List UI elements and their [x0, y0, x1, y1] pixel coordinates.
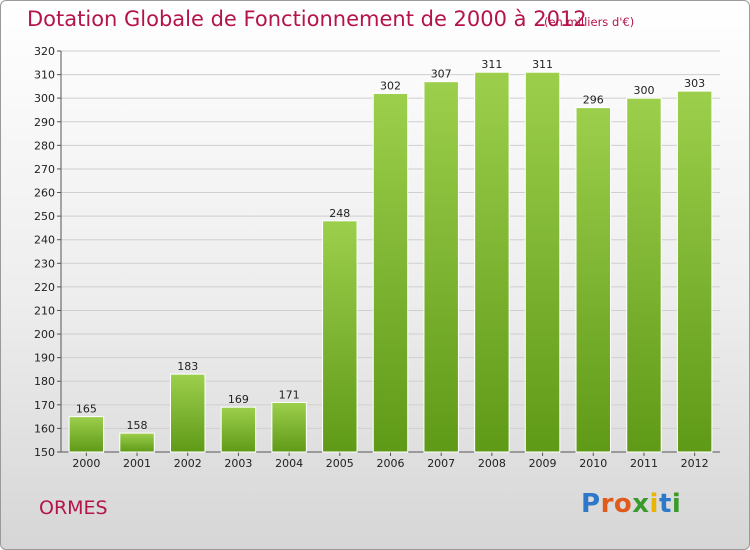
bar-2010[interactable]: [575, 107, 612, 453]
x-tick-label: 2002: [174, 457, 202, 470]
x-tick-label: 2005: [326, 457, 354, 470]
logo-letter: P: [581, 489, 601, 519]
bar-2005[interactable]: [322, 220, 358, 453]
x-tick-label: 2007: [427, 457, 455, 470]
bar-2006[interactable]: [372, 92, 409, 453]
logo-letter: t: [658, 489, 672, 519]
y-tick-label: 310: [34, 69, 55, 82]
x-tick-label: 2006: [377, 457, 405, 470]
proxiti-logo[interactable]: Proxiti: [581, 489, 681, 519]
bars: [68, 71, 713, 453]
data-label-2005: 248: [329, 207, 350, 220]
y-tick-label: 280: [34, 139, 55, 152]
logo-letter: o: [613, 489, 633, 519]
y-tick-label: 180: [34, 375, 55, 388]
chart-unit: (en milliers d'€): [544, 15, 635, 29]
data-labels: 165 158 183 169 171 248 302 307 311 311 296 300 303: [76, 58, 705, 432]
y-tick-label: 160: [34, 422, 55, 435]
y-tick-label: 250: [34, 210, 55, 223]
bar-2011[interactable]: [626, 97, 662, 453]
chart-title: Dotation Globale de Fonctionnement de 20…: [27, 7, 587, 31]
data-label-2002: 183: [177, 360, 198, 373]
data-label-2010: 296: [583, 94, 604, 107]
data-label-2007: 307: [431, 68, 452, 81]
y-tick-label: 170: [34, 399, 55, 412]
y-tick-label: 220: [34, 281, 55, 294]
data-label-2004: 171: [279, 388, 300, 401]
data-label-2006: 302: [380, 79, 401, 92]
y-tick-label: 200: [34, 328, 55, 341]
commune-name: ORMES: [39, 497, 108, 519]
x-tick-label: 2009: [529, 457, 557, 470]
bar-2001[interactable]: [119, 432, 155, 453]
y-tick-label: 190: [34, 352, 55, 365]
data-label-2009: 311: [532, 58, 553, 71]
bar-2004[interactable]: [271, 401, 307, 453]
x-tick-label: 2003: [224, 457, 252, 470]
y-tick-label: 270: [34, 163, 55, 176]
x-tick-label: 2000: [72, 457, 100, 470]
x-tick-label: 2010: [579, 457, 607, 470]
x-tick-label: 2001: [123, 457, 151, 470]
bar-2009[interactable]: [524, 71, 561, 453]
y-tick-label: 230: [34, 257, 55, 270]
logo-letter: r: [600, 489, 614, 519]
data-label-2012: 303: [684, 77, 705, 90]
x-tick-label: 2012: [681, 457, 709, 470]
logo-letter: i: [671, 489, 682, 519]
x-tick-label: 2011: [630, 457, 658, 470]
logo-letter: i: [649, 489, 659, 519]
y-tick-label: 240: [34, 234, 55, 247]
y-tick-label: 150: [34, 446, 55, 459]
y-tick-label: 320: [34, 45, 55, 58]
y-tick-label: 300: [34, 92, 55, 105]
x-tick-label: 2004: [275, 457, 303, 470]
bar-2008[interactable]: [474, 71, 510, 453]
bar-2003[interactable]: [220, 406, 257, 453]
x-tick-label: 2008: [478, 457, 506, 470]
bar-2007[interactable]: [423, 81, 459, 453]
y-tick-label: 210: [34, 304, 55, 317]
data-label-2011: 300: [633, 84, 654, 97]
data-label-2000: 165: [76, 403, 97, 416]
bar-2002[interactable]: [169, 373, 206, 453]
logo-letter: x: [632, 489, 650, 519]
y-tick-label: 260: [34, 187, 55, 200]
data-label-2003: 169: [228, 393, 249, 406]
bar-2012[interactable]: [676, 90, 713, 453]
data-label-2001: 158: [127, 419, 148, 432]
data-label-2008: 311: [481, 58, 502, 71]
bar-2000[interactable]: [68, 416, 105, 453]
y-tick-label: 290: [34, 116, 55, 129]
